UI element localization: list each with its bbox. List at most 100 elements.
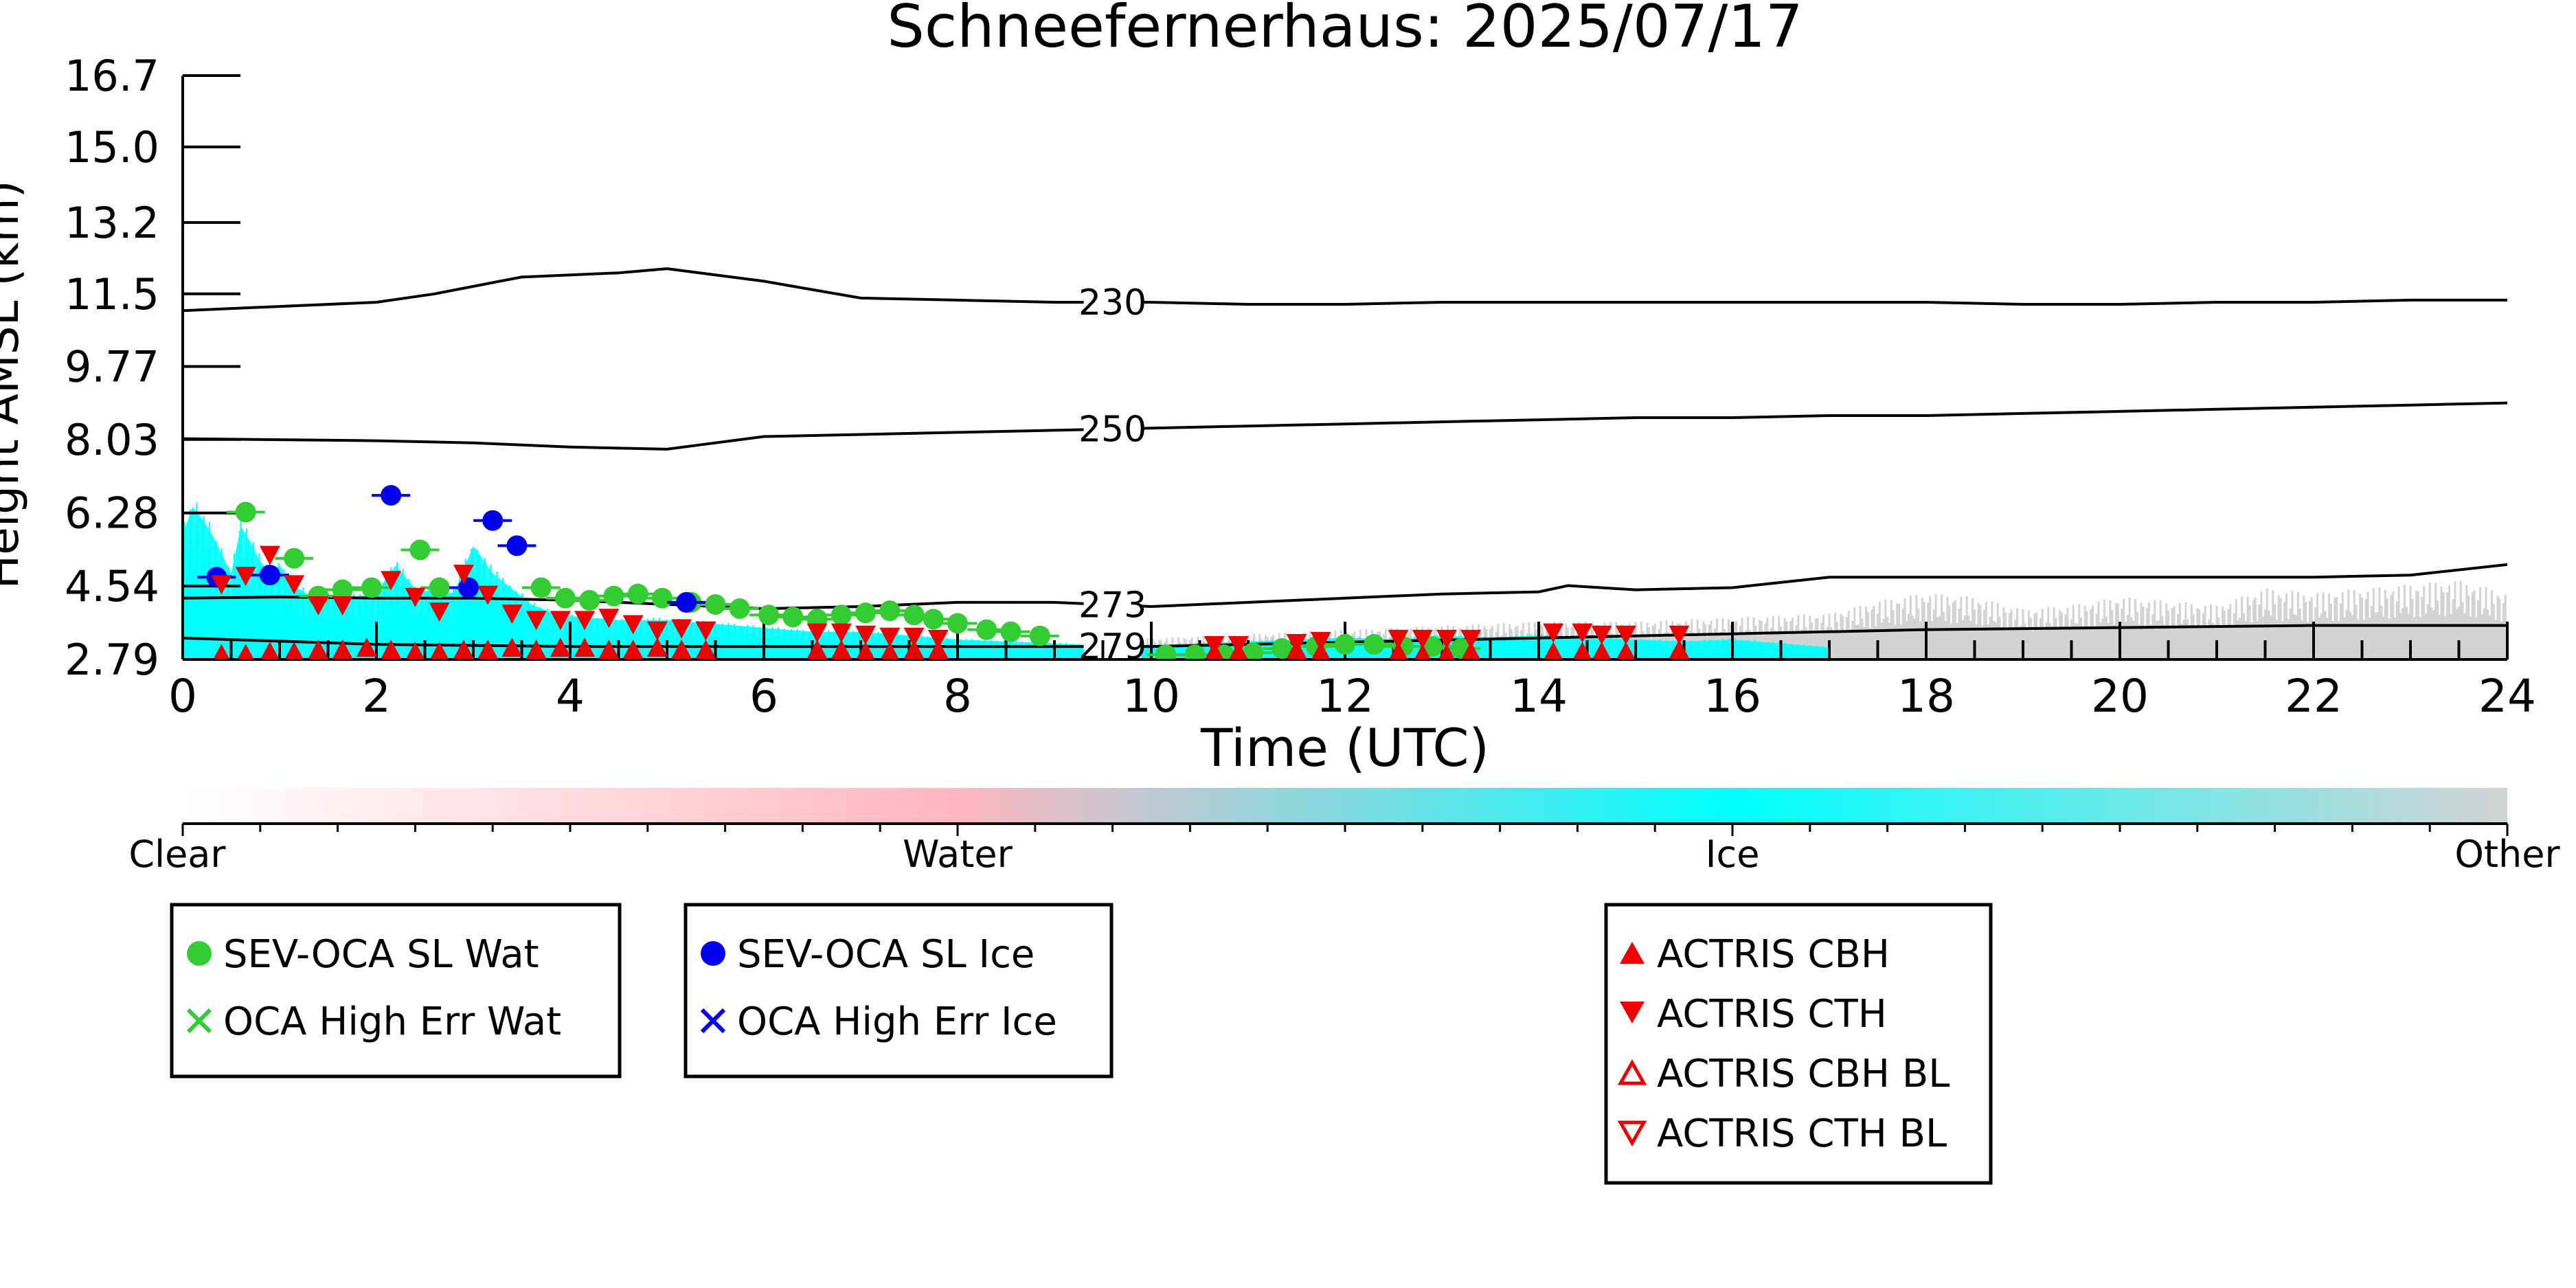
point-actris-cth (806, 623, 828, 643)
x-tick-label: 2 (362, 670, 391, 723)
legend-label-oca-high-err-wat: OCA High Err Wat (223, 999, 561, 1044)
point-actris-cth (927, 629, 949, 649)
contour-250 (183, 401, 2507, 451)
point-actris-cbh (856, 642, 875, 659)
legend-water-frame (170, 903, 622, 1078)
plot-axes (181, 76, 2507, 661)
point-actris-cbh (831, 640, 852, 659)
point-actris-cth (598, 609, 620, 629)
contour-label-bg-230 (1083, 284, 1142, 319)
point-actris-cbh (284, 642, 304, 659)
chart-title: Schneefernerhaus: 2025/07/17 (887, 0, 1803, 61)
legend-label-actris-cth-bl: ACTRIS CTH BL (1657, 1111, 1947, 1156)
legend-marker-actris-cth-bl (1617, 1120, 1647, 1147)
point-actris-cbh (903, 640, 925, 659)
point-actris-cth (855, 625, 877, 645)
point-actris-cbh (671, 640, 692, 659)
contour-label-230: 230 (1078, 282, 1146, 324)
point-actris-cbh (477, 640, 499, 659)
point-sev-oca-sl-wat (729, 598, 750, 620)
point-actris-cbh (356, 637, 377, 657)
point-actris-cbh (453, 640, 474, 659)
colorbar-label-ice: Ice (1706, 833, 1760, 876)
point-actris-cth (477, 585, 499, 605)
point-actris-cth (1543, 623, 1564, 643)
point-actris-cbh (1669, 640, 1690, 659)
point-actris-cth (831, 623, 852, 643)
point-actris-cth (646, 621, 668, 641)
point-actris-cth (284, 575, 305, 595)
legend-marker-oca-high-err-ice (700, 1008, 726, 1034)
point-sev-oca-sl-wat (903, 605, 925, 626)
y-tick-label: 13.2 (65, 198, 159, 248)
contour-label-250: 250 (1078, 409, 1146, 451)
legend-marker-sev-oca-sl-ice (701, 941, 725, 966)
point-actris-cth (1591, 625, 1612, 645)
point-actris-cth (308, 596, 329, 615)
x-tick-label: 14 (1510, 670, 1568, 723)
point-sev-oca-sl-wat (855, 602, 877, 624)
point-sev-oca-sl-ice (259, 565, 280, 586)
point-actris-cbh (927, 640, 949, 659)
x-tick-label: 16 (1704, 670, 1761, 723)
colorbar-ticks (181, 824, 2509, 836)
point-sev-oca-sl-wat (782, 607, 804, 628)
point-actris-cth (501, 605, 523, 624)
y-axis-label: Height AMSL (km) (0, 181, 29, 589)
x-tick-label: 20 (2091, 670, 2149, 723)
x-tick-label: 8 (943, 670, 972, 723)
point-actris-cth (259, 545, 280, 565)
x-ticks: 0 2 4 6 8 10 12 14 16 18 20 22 24 (168, 622, 2536, 723)
point-sev-oca-sl-wat (1000, 621, 1021, 642)
point-sev-oca-sl-wat (705, 594, 726, 615)
x-tick-label: 4 (556, 670, 585, 723)
point-actris-cbh (646, 637, 668, 657)
point-actris-cth (1310, 631, 1331, 651)
point-sev-oca-sl-wat (361, 577, 382, 598)
point-actris-cth (405, 587, 426, 607)
point-sev-oca-sl-wat (976, 619, 997, 640)
point-sev-oca-sl-wat (579, 589, 600, 611)
point-actris-cbh (550, 637, 571, 657)
legend-marker-actris-cbh (1620, 942, 1645, 964)
point-actris-cbh (260, 642, 280, 659)
point-sev-oca-sl-wat (831, 605, 852, 626)
point-actris-cbh (1389, 642, 1408, 659)
point-actris-cth (622, 615, 644, 635)
point-actris-cbh (1544, 642, 1563, 659)
x-tick-label: 0 (168, 670, 197, 723)
legend-ice: SEV-OCA SL Ice OCA High Err Ice (683, 903, 1114, 1078)
x-tick-label: 12 (1316, 670, 1374, 723)
point-actris-cth (1615, 625, 1636, 645)
contour-label-bg-273 (1083, 587, 1142, 622)
point-sev-oca-sl-wat (1272, 638, 1293, 659)
legend-marker-actris-cth (1620, 1002, 1645, 1024)
point-actris-cbh (574, 637, 596, 657)
point-actris-cbh (238, 644, 254, 659)
legend-label-actris-cbh: ACTRIS CBH (1657, 932, 1890, 977)
point-sev-oca-sl-ice (676, 591, 697, 613)
point-sev-oca-sl-wat (554, 587, 576, 609)
legend-marker-oca-high-err-wat (186, 1008, 212, 1034)
point-sev-oca-sl-wat (1029, 625, 1050, 646)
y-tick-label: 4.54 (65, 561, 159, 611)
colorbar-label-clear: Clear (128, 833, 226, 876)
legend-marker-actris-cbh-bl (1617, 1059, 1647, 1085)
point-actris-cbh (332, 640, 353, 659)
point-sev-oca-sl-wat (409, 539, 431, 561)
legend-actris-frame (1604, 903, 1993, 1185)
point-actris-cth (1286, 633, 1307, 653)
point-actris-cbh (1438, 644, 1455, 659)
point-actris-cbh (1573, 642, 1592, 659)
colorbar-label-water: Water (903, 833, 1013, 876)
colorbar: Clear Water Ice Other (128, 788, 2560, 876)
contour-230 (183, 267, 2507, 313)
point-actris-cbh (622, 640, 644, 659)
y-tick-label: 9.77 (65, 341, 159, 392)
point-actris-cth (1460, 629, 1482, 649)
point-actris-cth (879, 627, 901, 647)
y-tick-label: 16.7 (65, 51, 159, 101)
y-tick-label: 15.0 (65, 122, 159, 172)
point-actris-cth (903, 627, 925, 647)
